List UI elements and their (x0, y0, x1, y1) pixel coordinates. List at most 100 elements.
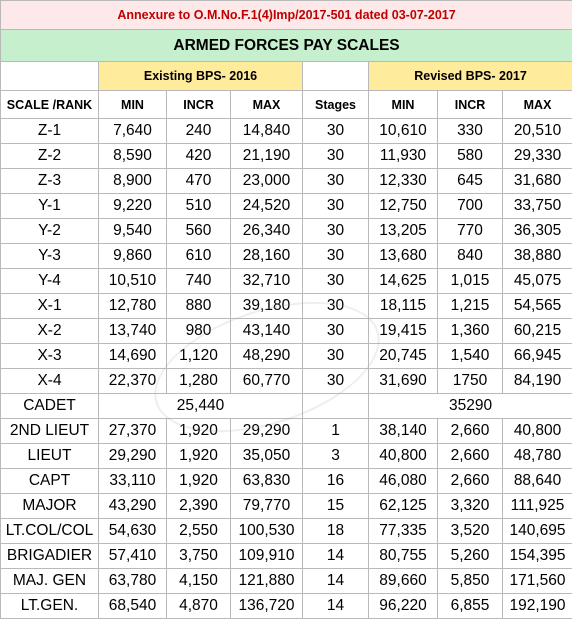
cell-revised-max: 60,215 (503, 319, 572, 344)
cell-stages: 18 (303, 519, 369, 544)
cell-existing-min: 9,860 (99, 244, 167, 269)
cell-existing-min: 13,740 (99, 319, 167, 344)
cell-existing-min: 54,630 (99, 519, 167, 544)
cell-existing-incr: 610 (167, 244, 231, 269)
table-title: ARMED FORCES PAY SCALES (1, 30, 572, 62)
cell-rank: 2ND LIEUT (1, 419, 99, 444)
cell-revised-incr: 2,660 (438, 444, 503, 469)
revised-bps-header: Revised BPS- 2017 (369, 62, 572, 91)
cell-stages: 30 (303, 169, 369, 194)
cell-revised-max: 154,395 (503, 544, 572, 569)
cell-existing-incr: 240 (167, 119, 231, 144)
cell-revised-min: 19,415 (369, 319, 438, 344)
cell-existing-min: 57,410 (99, 544, 167, 569)
existing-bps-header: Existing BPS- 2016 (99, 62, 303, 91)
cell-existing-incr: 3,750 (167, 544, 231, 569)
cell-stages (303, 394, 369, 419)
cell-rank: BRIGADIER (1, 544, 99, 569)
cell-existing-min: 27,370 (99, 419, 167, 444)
cell-existing-max: 100,530 (231, 519, 303, 544)
cell-stages: 30 (303, 319, 369, 344)
cell-stages: 16 (303, 469, 369, 494)
cell-stages: 30 (303, 369, 369, 394)
cell-cadet-existing: 25,440 (99, 394, 303, 419)
cell-revised-max: 48,780 (503, 444, 572, 469)
cell-revised-min: 14,625 (369, 269, 438, 294)
cell-revised-max: 31,680 (503, 169, 572, 194)
cell-stages: 3 (303, 444, 369, 469)
cell-existing-min: 22,370 (99, 369, 167, 394)
cell-revised-min: 20,745 (369, 344, 438, 369)
cell-existing-max: 39,180 (231, 294, 303, 319)
cell-stages: 14 (303, 569, 369, 594)
cell-rank: Z-3 (1, 169, 99, 194)
cell-revised-max: 36,305 (503, 219, 572, 244)
cell-existing-max: 63,830 (231, 469, 303, 494)
cell-existing-max: 35,050 (231, 444, 303, 469)
cell-revised-min: 62,125 (369, 494, 438, 519)
annexure-reference: Annexure to O.M.No.F.1(4)Imp/2017-501 da… (1, 1, 572, 30)
cell-existing-incr: 2,550 (167, 519, 231, 544)
cell-revised-min: 31,690 (369, 369, 438, 394)
col-header-revised-min: MIN (369, 91, 438, 119)
cell-revised-min: 10,610 (369, 119, 438, 144)
cell-existing-incr: 420 (167, 144, 231, 169)
cell-revised-incr: 3,520 (438, 519, 503, 544)
cell-revised-incr: 580 (438, 144, 503, 169)
cell-revised-min: 18,115 (369, 294, 438, 319)
cell-rank: X-1 (1, 294, 99, 319)
cell-existing-min: 12,780 (99, 294, 167, 319)
cell-revised-min: 46,080 (369, 469, 438, 494)
cell-existing-max: 14,840 (231, 119, 303, 144)
col-header-revised-max: MAX (503, 91, 572, 119)
cell-rank: X-4 (1, 369, 99, 394)
cell-revised-max: 66,945 (503, 344, 572, 369)
cell-revised-min: 12,330 (369, 169, 438, 194)
cell-existing-incr: 880 (167, 294, 231, 319)
cell-rank: LIEUT (1, 444, 99, 469)
cell-rank: Z-1 (1, 119, 99, 144)
cell-stages: 30 (303, 244, 369, 269)
cell-stages: 30 (303, 344, 369, 369)
cell-revised-incr: 1,360 (438, 319, 503, 344)
cell-stages: 30 (303, 144, 369, 169)
cell-existing-max: 121,880 (231, 569, 303, 594)
cell-existing-max: 29,290 (231, 419, 303, 444)
cell-existing-min: 43,290 (99, 494, 167, 519)
cell-revised-incr: 1,215 (438, 294, 503, 319)
cell-revised-min: 96,220 (369, 594, 438, 619)
cell-revised-incr: 3,320 (438, 494, 503, 519)
cell-revised-max: 33,750 (503, 194, 572, 219)
cell-revised-min: 77,335 (369, 519, 438, 544)
cell-revised-max: 45,075 (503, 269, 572, 294)
cell-existing-min: 8,900 (99, 169, 167, 194)
cell-revised-incr: 330 (438, 119, 503, 144)
cell-revised-max: 54,565 (503, 294, 572, 319)
cell-revised-max: 140,695 (503, 519, 572, 544)
cell-revised-incr: 1750 (438, 369, 503, 394)
cell-rank: LT.GEN. (1, 594, 99, 619)
cell-revised-max: 88,640 (503, 469, 572, 494)
cell-existing-min: 7,640 (99, 119, 167, 144)
cell-revised-incr: 1,540 (438, 344, 503, 369)
col-header-existing-min: MIN (99, 91, 167, 119)
cell-rank: Y-4 (1, 269, 99, 294)
cell-existing-max: 32,710 (231, 269, 303, 294)
cell-existing-incr: 2,390 (167, 494, 231, 519)
cell-revised-incr: 2,660 (438, 419, 503, 444)
